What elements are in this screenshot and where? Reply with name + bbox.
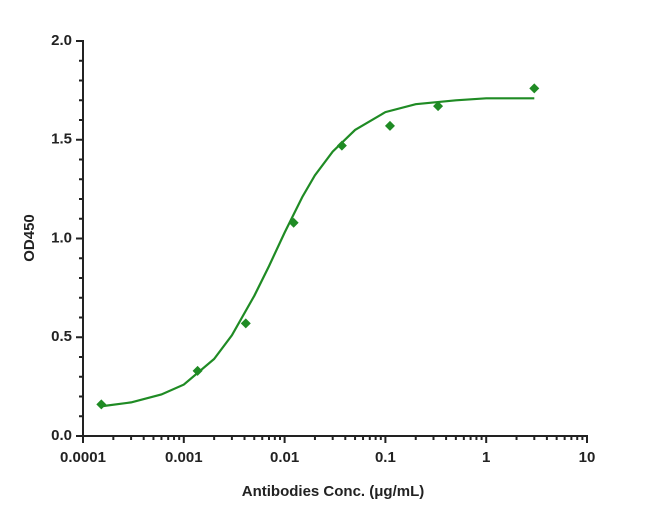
data-point bbox=[240, 318, 251, 329]
y-tick-label: 0.5 bbox=[51, 328, 72, 345]
data-point bbox=[96, 399, 107, 410]
data-point bbox=[529, 83, 540, 94]
fit-curve bbox=[100, 97, 535, 408]
x-tick-label: 0.0001 bbox=[60, 449, 106, 466]
x-tick-label: 0.1 bbox=[375, 449, 396, 466]
x-tick-label: 0.001 bbox=[165, 449, 203, 466]
x-tick-label: 10 bbox=[579, 449, 596, 466]
x-tick-label: 1 bbox=[482, 449, 490, 466]
y-tick-label: 0.0 bbox=[51, 427, 72, 444]
y-tick-label: 2.0 bbox=[51, 32, 72, 49]
y-axis-title: OD450 bbox=[21, 214, 38, 262]
data-point bbox=[192, 365, 203, 376]
y-tick-label: 1.5 bbox=[51, 131, 72, 148]
y-tick-label: 1.0 bbox=[51, 229, 72, 246]
data-point bbox=[433, 101, 444, 112]
data-point bbox=[384, 120, 395, 131]
x-tick-label: 0.01 bbox=[270, 449, 299, 466]
data-point bbox=[336, 140, 347, 151]
x-axis-title: Antibodies Conc. (μg/mL) bbox=[242, 483, 425, 500]
